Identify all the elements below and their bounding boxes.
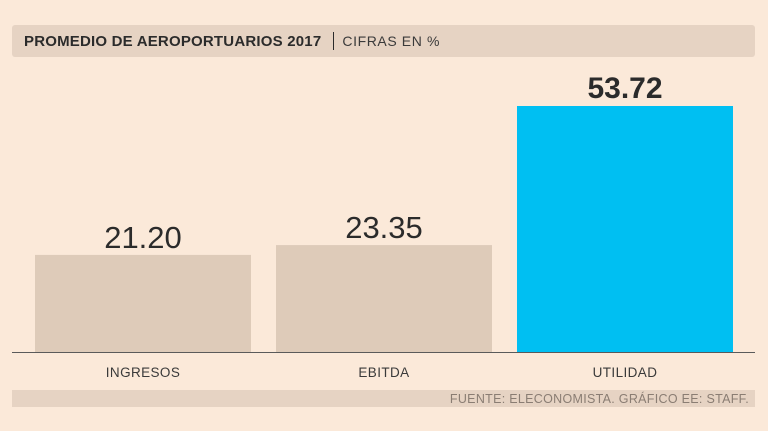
bar-ingresos (35, 254, 251, 352)
value-label-ingresos: 21.20 (104, 220, 182, 255)
value-label-utilidad: 53.72 (587, 72, 662, 105)
value-label-ebitda: 23.35 (345, 210, 423, 245)
chart-title-bar: PROMEDIO DE AEROPORTUARIOS 2017 CIFRAS E… (12, 25, 755, 57)
category-label-utilidad: UTILIDAD (593, 365, 658, 380)
category-label-ingresos: INGRESOS (106, 365, 180, 380)
chart-subtitle: CIFRAS EN % (342, 33, 440, 49)
title-divider (333, 32, 335, 50)
category-label-ebitda: EBITDA (358, 365, 409, 380)
bar-utilidad (517, 106, 733, 352)
source-bar: FUENTE: ELECONOMISTA. GRÁFICO EE: STAFF. (12, 390, 755, 407)
bar-ebitda (276, 245, 492, 352)
source-note: FUENTE: ELECONOMISTA. GRÁFICO EE: STAFF. (449, 391, 749, 406)
chart-title: PROMEDIO DE AEROPORTUARIOS 2017 (24, 32, 322, 50)
